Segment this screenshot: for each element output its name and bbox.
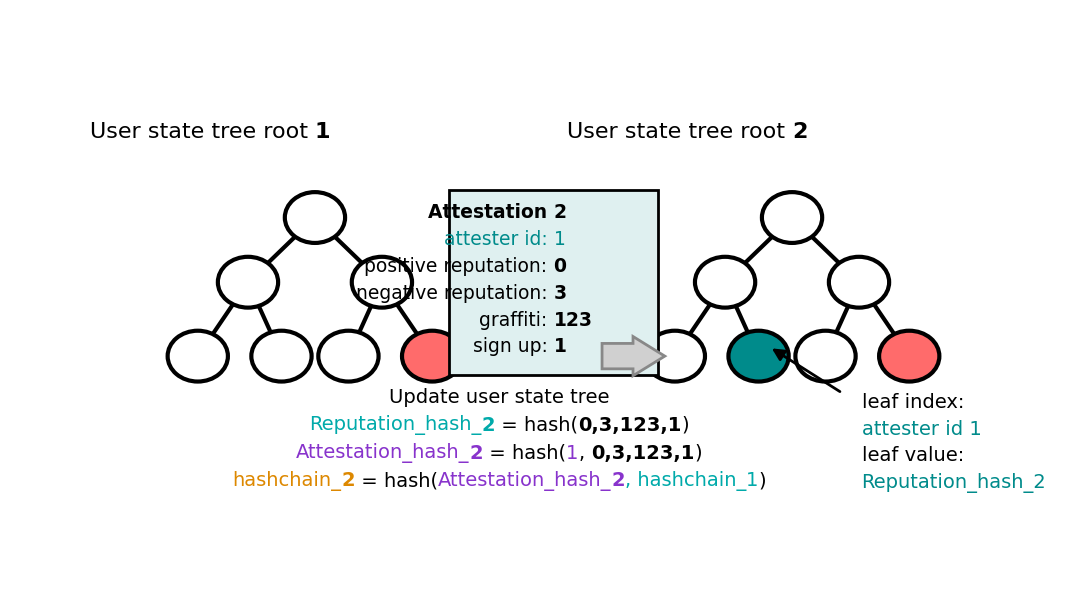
Ellipse shape bbox=[352, 257, 413, 308]
Ellipse shape bbox=[879, 331, 940, 382]
Text: attester id 1: attester id 1 bbox=[862, 419, 982, 439]
Text: 1: 1 bbox=[315, 122, 330, 142]
Text: 2: 2 bbox=[611, 472, 625, 490]
Ellipse shape bbox=[402, 331, 462, 382]
Text: hashchain_: hashchain_ bbox=[232, 471, 341, 491]
Text: ): ) bbox=[694, 443, 702, 463]
Text: User state tree root: User state tree root bbox=[567, 122, 792, 142]
Text: graffiti:: graffiti: bbox=[480, 311, 554, 329]
Text: positive reputation:: positive reputation: bbox=[364, 257, 554, 276]
Ellipse shape bbox=[252, 331, 312, 382]
Text: = hash(: = hash( bbox=[354, 472, 437, 490]
Text: ,: , bbox=[579, 443, 591, 463]
Ellipse shape bbox=[828, 257, 889, 308]
Ellipse shape bbox=[167, 331, 228, 382]
Ellipse shape bbox=[761, 192, 822, 243]
Text: = hash(: = hash( bbox=[483, 443, 566, 463]
Text: Reputation_hash_: Reputation_hash_ bbox=[309, 415, 482, 436]
Text: sign up:: sign up: bbox=[473, 337, 554, 356]
Ellipse shape bbox=[645, 331, 705, 382]
FancyArrow shape bbox=[602, 337, 665, 376]
Text: ): ) bbox=[681, 416, 689, 435]
Text: negative reputation:: negative reputation: bbox=[356, 284, 554, 303]
FancyBboxPatch shape bbox=[449, 190, 658, 374]
Text: 123: 123 bbox=[554, 311, 593, 329]
Ellipse shape bbox=[319, 331, 379, 382]
Text: Update user state tree: Update user state tree bbox=[389, 388, 609, 407]
Text: 3: 3 bbox=[554, 284, 567, 303]
Text: attester id:: attester id: bbox=[444, 230, 554, 249]
Ellipse shape bbox=[728, 331, 788, 382]
Ellipse shape bbox=[694, 257, 755, 308]
Ellipse shape bbox=[795, 331, 855, 382]
Text: , hashchain_: , hashchain_ bbox=[625, 471, 746, 491]
Text: leaf index:: leaf index: bbox=[862, 393, 963, 412]
Text: 1: 1 bbox=[554, 337, 566, 356]
Text: 2: 2 bbox=[554, 203, 567, 223]
Text: 2: 2 bbox=[792, 122, 808, 142]
Text: ): ) bbox=[758, 472, 766, 490]
Text: 2: 2 bbox=[341, 472, 354, 490]
Text: leaf value:: leaf value: bbox=[862, 446, 963, 466]
Text: 2: 2 bbox=[470, 443, 483, 463]
Ellipse shape bbox=[285, 192, 346, 243]
Text: 0: 0 bbox=[554, 257, 567, 276]
Ellipse shape bbox=[218, 257, 279, 308]
Text: Reputation_hash_2: Reputation_hash_2 bbox=[862, 473, 1047, 493]
Text: Attestation: Attestation bbox=[428, 203, 554, 223]
Text: 2: 2 bbox=[482, 416, 495, 435]
Text: Attestation_hash_: Attestation_hash_ bbox=[437, 471, 611, 491]
Text: Attestation_hash_: Attestation_hash_ bbox=[296, 443, 470, 463]
Text: = hash(: = hash( bbox=[495, 416, 578, 435]
Text: User state tree root: User state tree root bbox=[90, 122, 315, 142]
Text: 0,3,123,1: 0,3,123,1 bbox=[578, 416, 681, 435]
Text: 0,3,123,1: 0,3,123,1 bbox=[591, 443, 694, 463]
Text: 1: 1 bbox=[554, 230, 565, 249]
Text: 1: 1 bbox=[566, 443, 579, 463]
Text: 1: 1 bbox=[746, 472, 758, 490]
